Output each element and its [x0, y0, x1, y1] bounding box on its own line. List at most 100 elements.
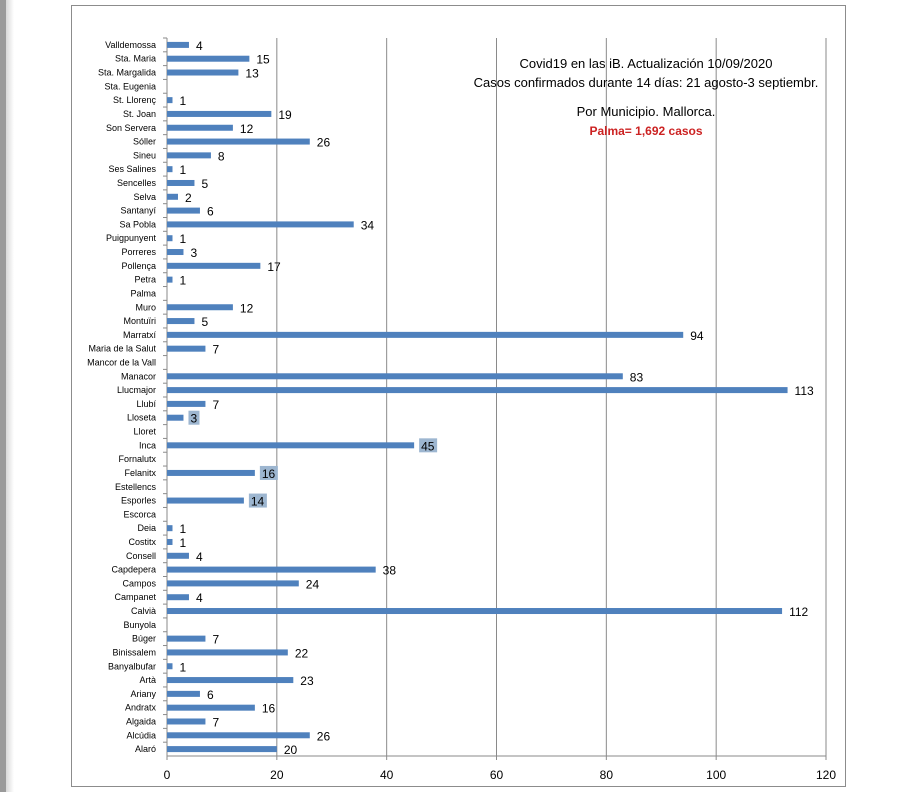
bar [167, 732, 310, 739]
x-tick-label: 0 [164, 768, 171, 782]
data-label: 7 [212, 715, 219, 729]
data-label: 23 [300, 674, 314, 688]
category-label: Petra [134, 275, 156, 285]
bar [167, 442, 415, 449]
bar [167, 677, 294, 684]
x-tick-label: 40 [380, 768, 394, 782]
bar [167, 469, 255, 476]
data-label: 1 [179, 536, 186, 550]
x-tick-label: 100 [706, 768, 726, 782]
category-label: Mancor de la Vall [87, 357, 156, 367]
category-label: Capdepera [111, 565, 156, 575]
chart-title-line-2: Casos confirmados durante 14 días: 21 ag… [474, 75, 819, 90]
data-label: 20 [284, 743, 298, 757]
bar [167, 663, 173, 670]
bar [167, 138, 310, 145]
bar [167, 594, 189, 601]
bar [167, 704, 255, 711]
category-label: Maria de la Salut [88, 344, 156, 354]
bar [167, 110, 272, 117]
bar [167, 566, 376, 573]
category-label: Sta. Margalida [98, 68, 156, 78]
data-label-highlight [188, 410, 200, 425]
bar [167, 635, 206, 642]
data-label: 8 [218, 149, 225, 163]
x-tick-label: 60 [490, 768, 504, 782]
data-label: 113 [795, 384, 814, 398]
category-label: Llubí [136, 399, 156, 409]
data-label: 15 [256, 53, 270, 67]
category-label: Santanyí [120, 206, 156, 216]
data-label: 94 [690, 329, 704, 343]
category-label: Sa Pobla [119, 219, 156, 229]
data-label-highlight [248, 493, 267, 508]
data-label: 112 [789, 605, 808, 619]
category-label: Deia [137, 523, 156, 533]
bar [167, 55, 250, 62]
bar [167, 124, 233, 131]
category-label: Binissalem [112, 647, 156, 657]
category-label: Pollença [121, 261, 156, 271]
category-label: Bunyola [123, 620, 156, 630]
category-label: Montuïri [123, 316, 156, 326]
bar [167, 235, 173, 242]
bar [167, 414, 184, 421]
data-label: 3 [190, 412, 197, 426]
bar [167, 152, 211, 159]
data-label: 1 [179, 163, 186, 177]
bar [167, 249, 184, 256]
data-label: 16 [262, 702, 276, 716]
category-label: Banyalbufar [108, 661, 156, 671]
x-tick-label: 80 [600, 768, 614, 782]
bar [167, 497, 244, 504]
bar [167, 97, 173, 104]
category-label: St. Llorenç [113, 95, 157, 105]
data-label: 1 [179, 522, 186, 536]
bar [167, 345, 206, 352]
category-label: Sencelles [117, 178, 157, 188]
category-label: Ariany [130, 689, 156, 699]
data-label: 7 [212, 633, 219, 647]
category-label: Son Servera [106, 123, 156, 133]
data-label-highlight [259, 465, 278, 480]
category-label: Inca [139, 440, 156, 450]
data-label: 5 [201, 177, 208, 191]
category-label: Selva [133, 192, 156, 202]
bar [167, 608, 783, 615]
category-label: Sóller [133, 137, 156, 147]
data-label: 22 [295, 646, 309, 660]
bar [167, 746, 277, 753]
category-label: Manacor [121, 371, 156, 381]
data-label: 7 [212, 343, 219, 357]
data-label: 5 [201, 315, 208, 329]
category-label: Lloseta [127, 413, 156, 423]
bar [167, 262, 261, 269]
category-label: Estellencs [115, 482, 157, 492]
data-label: 12 [240, 122, 254, 136]
category-label: Porreres [121, 247, 156, 257]
chart-title-line-1: Covid19 en las iB. Actualización 10/09/2… [520, 56, 773, 71]
bar [167, 649, 288, 656]
data-label: 38 [383, 564, 397, 578]
category-label: Valldemossa [105, 40, 156, 50]
category-label: Puigpunyent [106, 233, 157, 243]
data-label-highlight [419, 438, 438, 453]
data-label: 24 [306, 577, 320, 591]
bar [167, 193, 178, 200]
data-label: 14 [251, 495, 265, 509]
bar [167, 373, 623, 380]
chart-title-block: Covid19 en las iB. Actualización 10/09/2… [474, 56, 819, 138]
category-label: Sineu [133, 150, 156, 160]
bar [167, 304, 233, 311]
data-label: 16 [262, 467, 276, 481]
category-label: Costitx [128, 537, 156, 547]
data-label: 19 [278, 108, 292, 122]
chart-annotation: Palma= 1,692 casos [589, 124, 702, 138]
category-label: Ses Salines [108, 164, 156, 174]
bar [167, 387, 788, 394]
category-label: Alaró [135, 744, 156, 754]
category-label: Marratxí [123, 330, 157, 340]
category-label: Llucmajor [117, 385, 156, 395]
data-label: 17 [267, 260, 281, 274]
